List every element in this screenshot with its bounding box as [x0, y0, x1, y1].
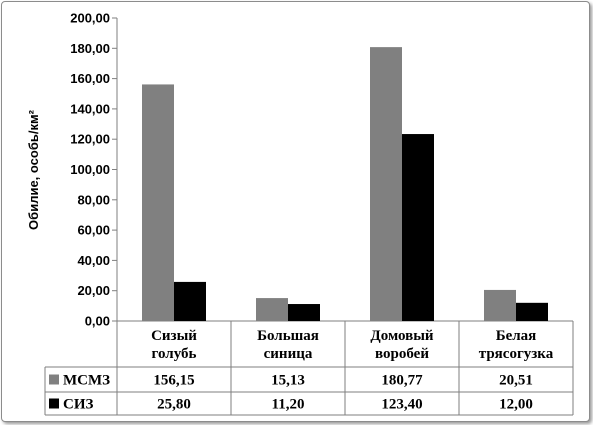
- series-name: МСМЗ: [63, 373, 110, 389]
- y-tick-label: 160,00: [70, 71, 110, 86]
- category-label: синица: [264, 346, 313, 362]
- y-tick-label: 140,00: [70, 101, 110, 116]
- table-cell-value: 123,40: [381, 397, 422, 413]
- y-tick-label: 180,00: [70, 41, 110, 56]
- bars: [142, 47, 548, 322]
- category-label: трясогузка: [479, 346, 554, 362]
- category-label: голубь: [152, 346, 197, 362]
- category-label: Белая: [496, 328, 537, 344]
- table-cell-value: 12,00: [499, 397, 533, 413]
- bar-siz-1: [288, 304, 320, 321]
- bar-siz-0: [174, 281, 206, 321]
- bar-msmz-2: [370, 47, 402, 321]
- table-cell-value: 15,13: [271, 373, 305, 389]
- y-tick-label: 40,00: [77, 253, 110, 268]
- y-tick-label: 60,00: [77, 223, 110, 238]
- chart-axes: [116, 18, 573, 322]
- table-cell-value: 180,77: [381, 373, 423, 389]
- category-labels: Сизый голубь Большая синица Домовый воробей Бе…: [151, 328, 554, 362]
- category-label: Сизый: [151, 328, 197, 344]
- bar-msmz-1: [256, 298, 288, 321]
- table-cell-value: 20,51: [499, 373, 533, 389]
- legend-key-msmz: [49, 374, 59, 385]
- category-label: Домовый: [370, 328, 433, 344]
- series-name: СИЗ: [63, 397, 94, 413]
- bar-msmz-0: [142, 84, 174, 322]
- y-axis-label: Обилие, особь/км²: [26, 109, 41, 230]
- legend-key-siz: [49, 398, 59, 409]
- y-tick-label: 0,00: [85, 314, 110, 329]
- y-tick-label: 200,00: [70, 11, 110, 26]
- table-cell-value: 11,20: [272, 397, 305, 413]
- y-tick-label: 120,00: [70, 132, 110, 147]
- bar-msmz-3: [484, 289, 516, 321]
- table-cell-value: 25,80: [157, 397, 191, 413]
- category-label: воробей: [375, 346, 429, 362]
- table-cell-value: 156,15: [153, 373, 194, 389]
- bar-siz-3: [516, 302, 548, 321]
- y-tick-label: 100,00: [70, 162, 110, 177]
- y-tick-label: 20,00: [77, 283, 110, 298]
- y-axis-ticks: 0,00 20,00 40,00 60,00 80,00 100,00 120,00 140,…: [70, 11, 117, 329]
- data-table: МСМЗ 156,15 15,13 180,77 20,51 СИЗ 25,80 11,20 1…: [44, 321, 574, 416]
- category-label: Большая: [257, 328, 319, 344]
- bar-siz-2: [402, 134, 434, 321]
- y-tick-label: 80,00: [77, 192, 110, 207]
